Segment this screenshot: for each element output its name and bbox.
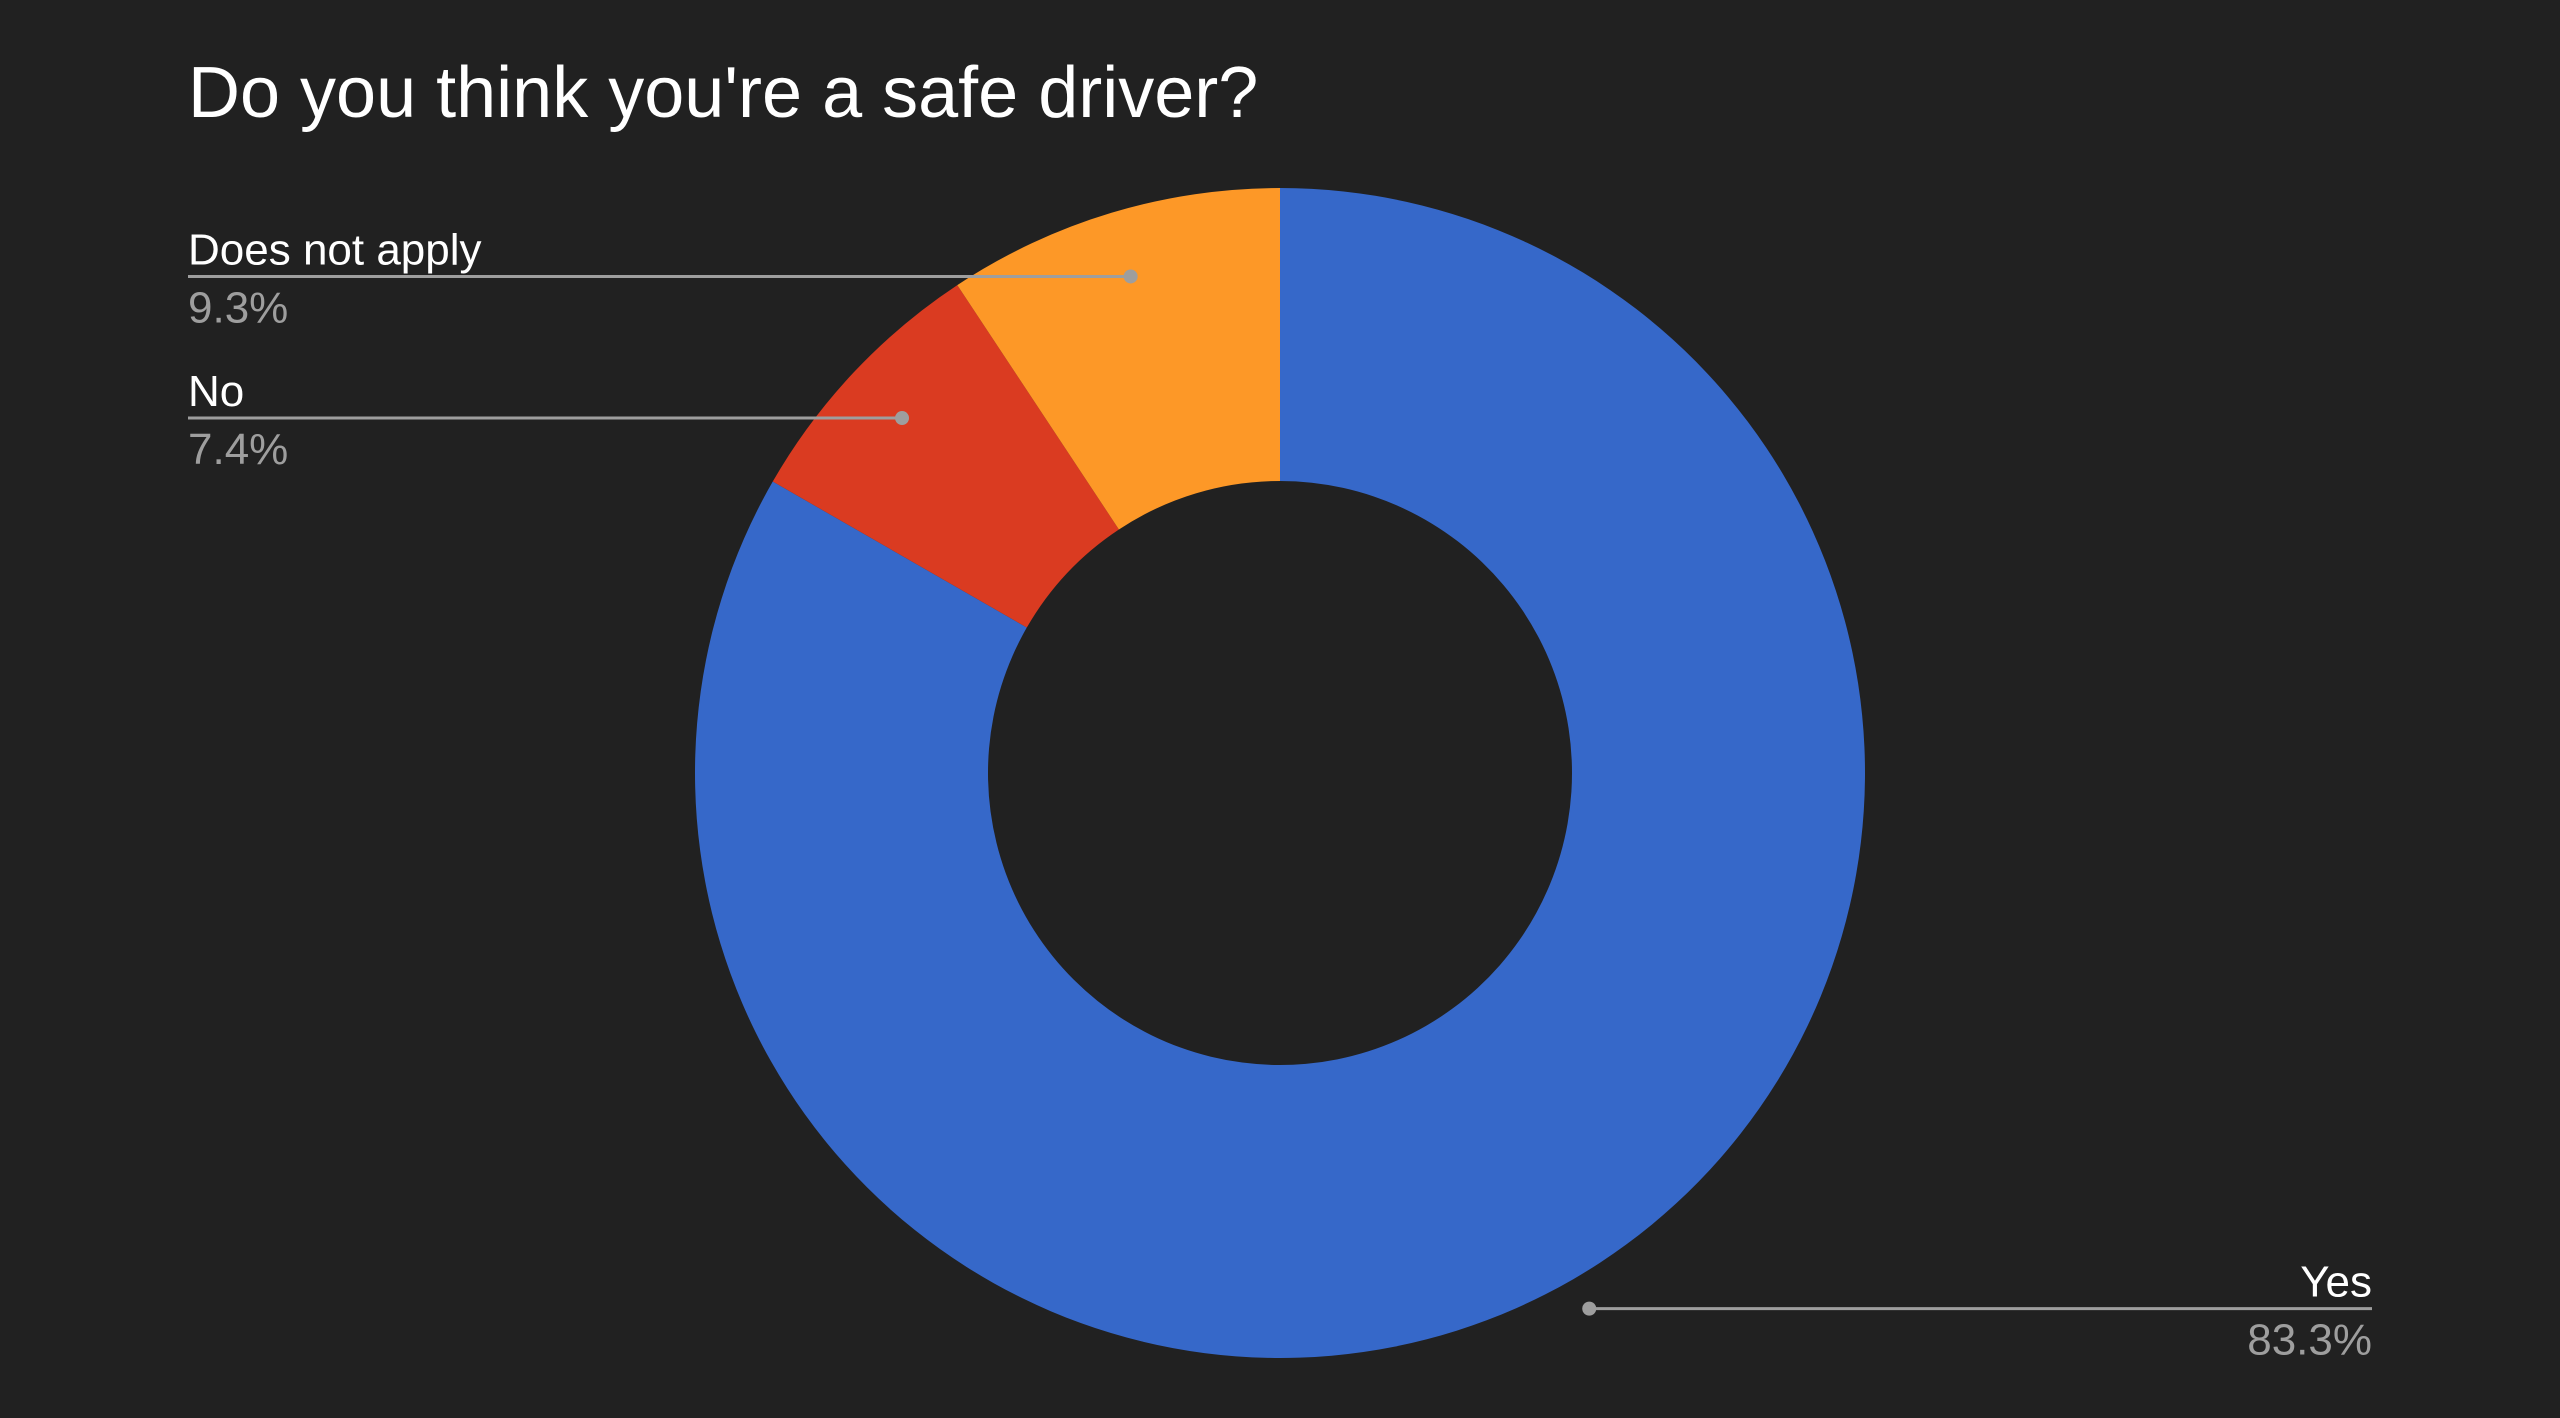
label-group-yes: Yes 83.3%: [1582, 1258, 2372, 1365]
slice-does-not-apply: [957, 188, 1280, 530]
slice-value-does-not-apply: 9.3%: [188, 283, 288, 332]
leader-dot-yes: [1582, 1301, 1597, 1316]
label-group-does-not-apply: Does not apply 9.3%: [188, 225, 1138, 332]
slice-value-no: 7.4%: [188, 425, 288, 474]
slice-no: [772, 285, 1119, 628]
slice-label-does-not-apply: Does not apply: [188, 225, 482, 274]
slice-value-yes: 83.3%: [2247, 1316, 2372, 1365]
slice-yes: [695, 188, 1866, 1358]
label-group-no: No 7.4%: [188, 367, 910, 474]
leader-dot-no: [895, 411, 910, 426]
chart-title: Do you think you're a safe driver?: [188, 53, 1259, 133]
slice-label-no: No: [188, 367, 244, 416]
slice-label-yes: Yes: [2300, 1258, 2372, 1307]
leader-dot-does-not-apply: [1123, 269, 1138, 284]
